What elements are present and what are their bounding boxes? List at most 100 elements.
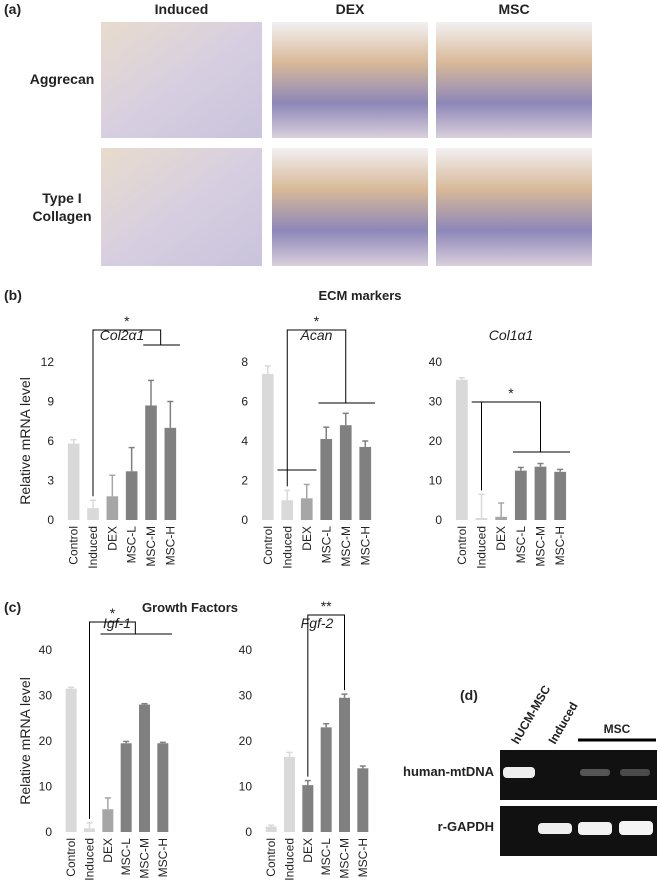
x-tick-label: Induced: [86, 526, 100, 569]
y-tick-label: 6: [241, 395, 248, 409]
y-tick-label: 0: [435, 513, 442, 527]
chart-title: Fgf-2: [301, 615, 334, 631]
gel: [500, 738, 657, 856]
gel-band: [578, 822, 612, 835]
significance-bracket: [286, 329, 375, 487]
x-tick-label: Control: [64, 838, 78, 877]
y-tick-label: 4: [241, 434, 248, 448]
bar: [554, 471, 567, 520]
y-tick-label: 0: [45, 825, 52, 839]
bar: [455, 379, 468, 520]
bar: [157, 743, 169, 832]
bar: [265, 826, 277, 832]
bar: [339, 697, 350, 832]
x-tick-label: MSC-L: [119, 838, 133, 876]
bar: [84, 828, 95, 832]
x-tick-label: MSC-H: [358, 526, 372, 565]
y-tick-label: 2: [241, 474, 248, 488]
panel-label: (c): [4, 599, 21, 615]
bar: [281, 500, 294, 520]
x-tick-label: Control: [455, 526, 469, 565]
x-tick-label: Induced: [283, 838, 297, 881]
x-tick-label: MSC-H: [356, 838, 370, 877]
bar: [145, 405, 157, 520]
charts: Col2α1 Relative mRNA level 0 3 6 9 12 Control In…: [17, 313, 570, 881]
bar: [106, 496, 119, 520]
bar: [139, 704, 150, 832]
column-header: Induced: [155, 1, 209, 17]
y-tick-label: 10: [239, 780, 253, 794]
column-header: MSC: [498, 1, 529, 17]
bar: [339, 425, 352, 520]
bar: [302, 785, 314, 832]
y-tick-label: 0: [47, 513, 54, 527]
lane-label: Induced: [545, 700, 580, 747]
lane-label: MSC: [604, 722, 631, 736]
bar: [514, 470, 527, 520]
chart-title: Col1α1: [489, 327, 534, 343]
y-tick-label: 3: [47, 474, 54, 488]
x-tick-label: MSC-L: [319, 838, 333, 876]
significance-bracket: [307, 614, 345, 777]
bar: [67, 443, 80, 520]
bar: [87, 508, 99, 520]
micrograph: [101, 148, 262, 266]
y-tick-label: 20: [429, 434, 443, 448]
y-tick-label: 30: [239, 689, 253, 703]
micrograph: [272, 148, 428, 266]
x-tick-label: Induced: [83, 838, 97, 881]
micrograph: [101, 22, 262, 138]
y-tick-label: 10: [429, 474, 443, 488]
bar: [120, 743, 132, 832]
chart-title: Col2α1: [100, 327, 145, 343]
bar: [359, 446, 372, 520]
y-tick-label: 6: [47, 434, 54, 448]
gel-band: [538, 823, 572, 834]
y-tick-label: 20: [39, 734, 53, 748]
x-tick-label: MSC-H: [163, 526, 177, 565]
bar: [261, 373, 274, 520]
x-tick-label: DEX: [494, 526, 508, 551]
significance-bracket: [92, 329, 180, 497]
y-axis-label: Relative mRNA level: [17, 677, 33, 805]
significance-label: *: [508, 385, 514, 401]
y-tick-label: 0: [241, 513, 248, 527]
bar: [495, 516, 508, 520]
section-title: Growth Factors: [142, 600, 238, 615]
bar: [102, 809, 114, 832]
significance-bracket: [89, 621, 172, 819]
y-tick-label: 9: [47, 395, 54, 409]
x-tick-label: MSC-H: [553, 526, 567, 565]
section-title: ECM markers: [318, 288, 401, 303]
y-tick-label: 20: [239, 734, 253, 748]
bar: [320, 439, 333, 520]
x-tick-label: Control: [261, 526, 275, 565]
significance-label: *: [124, 313, 130, 329]
y-tick-label: 40: [429, 355, 443, 369]
y-tick-label: 30: [39, 689, 53, 703]
x-tick-label: MSC-M: [534, 526, 548, 567]
micrograph: [436, 22, 592, 138]
micrograph: [272, 22, 428, 138]
chart-title: Igf-1: [103, 615, 131, 631]
bar: [300, 498, 313, 520]
bar: [475, 518, 488, 520]
y-tick-label: 12: [41, 355, 55, 369]
row-label: r-GAPDH: [438, 819, 494, 834]
row-header: Aggrecan: [30, 71, 95, 87]
x-tick-label: MSC-M: [339, 526, 353, 567]
y-tick-label: 40: [239, 643, 253, 657]
y-tick-label: 10: [39, 780, 53, 794]
bar: [125, 471, 138, 520]
x-tick-label: MSC-L: [514, 526, 528, 564]
x-tick-label: MSC-H: [156, 838, 170, 877]
bar: [320, 727, 332, 832]
panel-label: (a): [4, 1, 21, 17]
gel-band: [619, 821, 653, 835]
y-tick-label: 0: [245, 825, 252, 839]
x-tick-label: Induced: [280, 526, 294, 569]
x-tick-label: DEX: [301, 838, 315, 863]
y-tick-label: 40: [39, 643, 53, 657]
y-axis-label: Relative mRNA level: [17, 377, 33, 505]
